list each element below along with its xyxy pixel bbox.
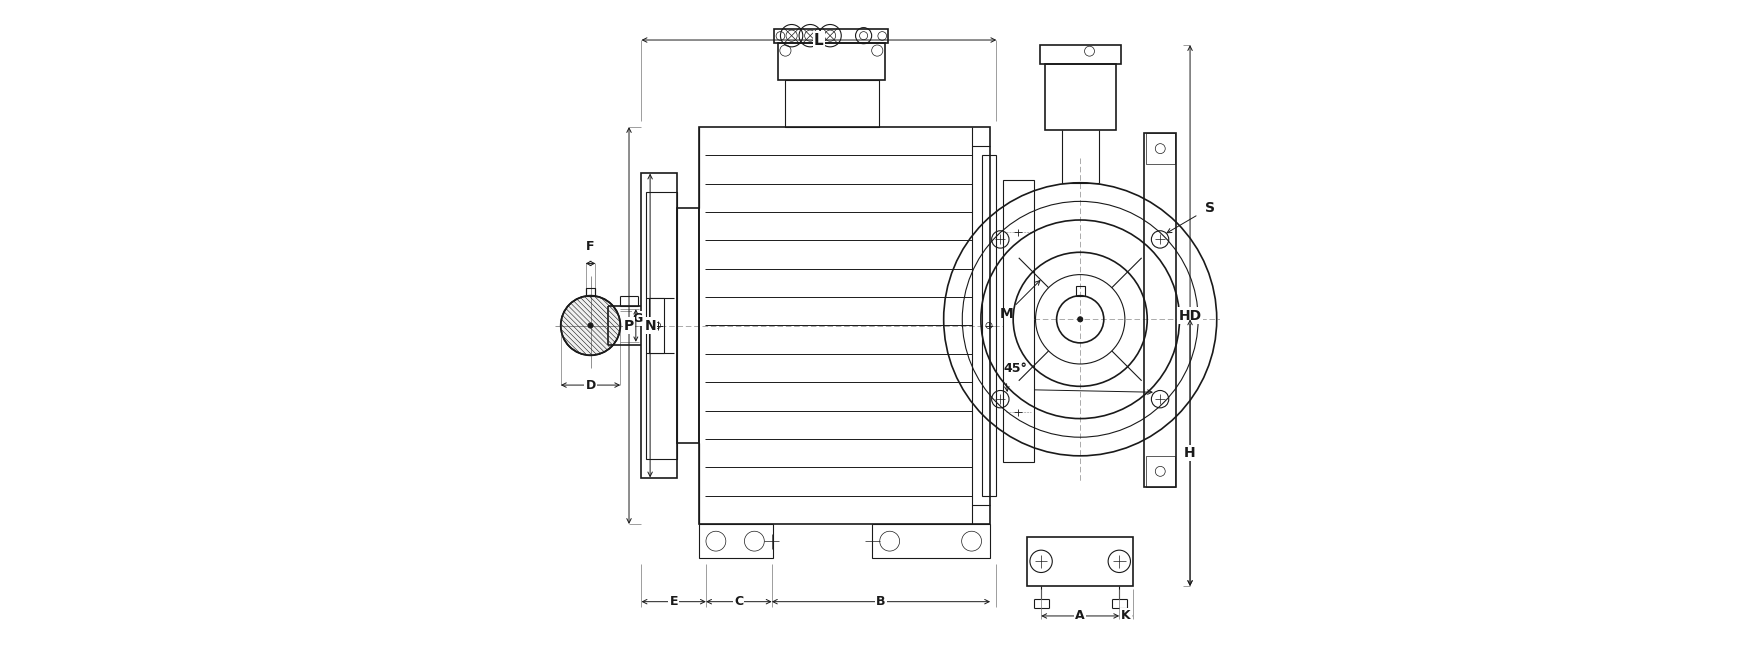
Bar (1075, 286, 1084, 296)
Bar (1146, 456, 1174, 487)
Bar (1045, 64, 1116, 130)
Bar (585, 288, 596, 296)
Bar (1144, 133, 1177, 487)
Text: H: H (1184, 446, 1197, 460)
Bar (871, 524, 991, 558)
Bar (785, 80, 878, 127)
Text: C: C (734, 595, 743, 608)
Bar (1003, 180, 1033, 462)
Text: A: A (1075, 609, 1086, 622)
Text: 45°: 45° (1003, 362, 1028, 374)
Bar (1146, 133, 1174, 164)
Bar (647, 192, 676, 459)
Bar (641, 173, 676, 478)
Text: E: E (669, 595, 678, 608)
Bar (699, 524, 773, 558)
Bar (778, 43, 886, 80)
Bar (1028, 536, 1133, 586)
Text: M: M (1000, 307, 1014, 321)
Bar (648, 298, 664, 353)
Text: N: N (645, 318, 655, 333)
Bar (775, 29, 889, 43)
Text: P: P (624, 318, 634, 333)
Text: HD: HD (1179, 309, 1202, 322)
Circle shape (589, 323, 594, 328)
Bar (676, 208, 699, 443)
Circle shape (560, 296, 620, 355)
Text: G: G (633, 312, 643, 325)
Text: F: F (587, 240, 596, 253)
Text: K: K (1121, 609, 1132, 622)
Text: G: G (645, 319, 655, 332)
Text: S: S (1205, 201, 1214, 215)
Bar (982, 155, 996, 496)
Text: D: D (585, 379, 596, 392)
Bar (699, 127, 991, 524)
Bar (1040, 45, 1121, 64)
Text: L: L (813, 33, 824, 48)
Text: B: B (877, 595, 886, 608)
Circle shape (1077, 317, 1082, 322)
